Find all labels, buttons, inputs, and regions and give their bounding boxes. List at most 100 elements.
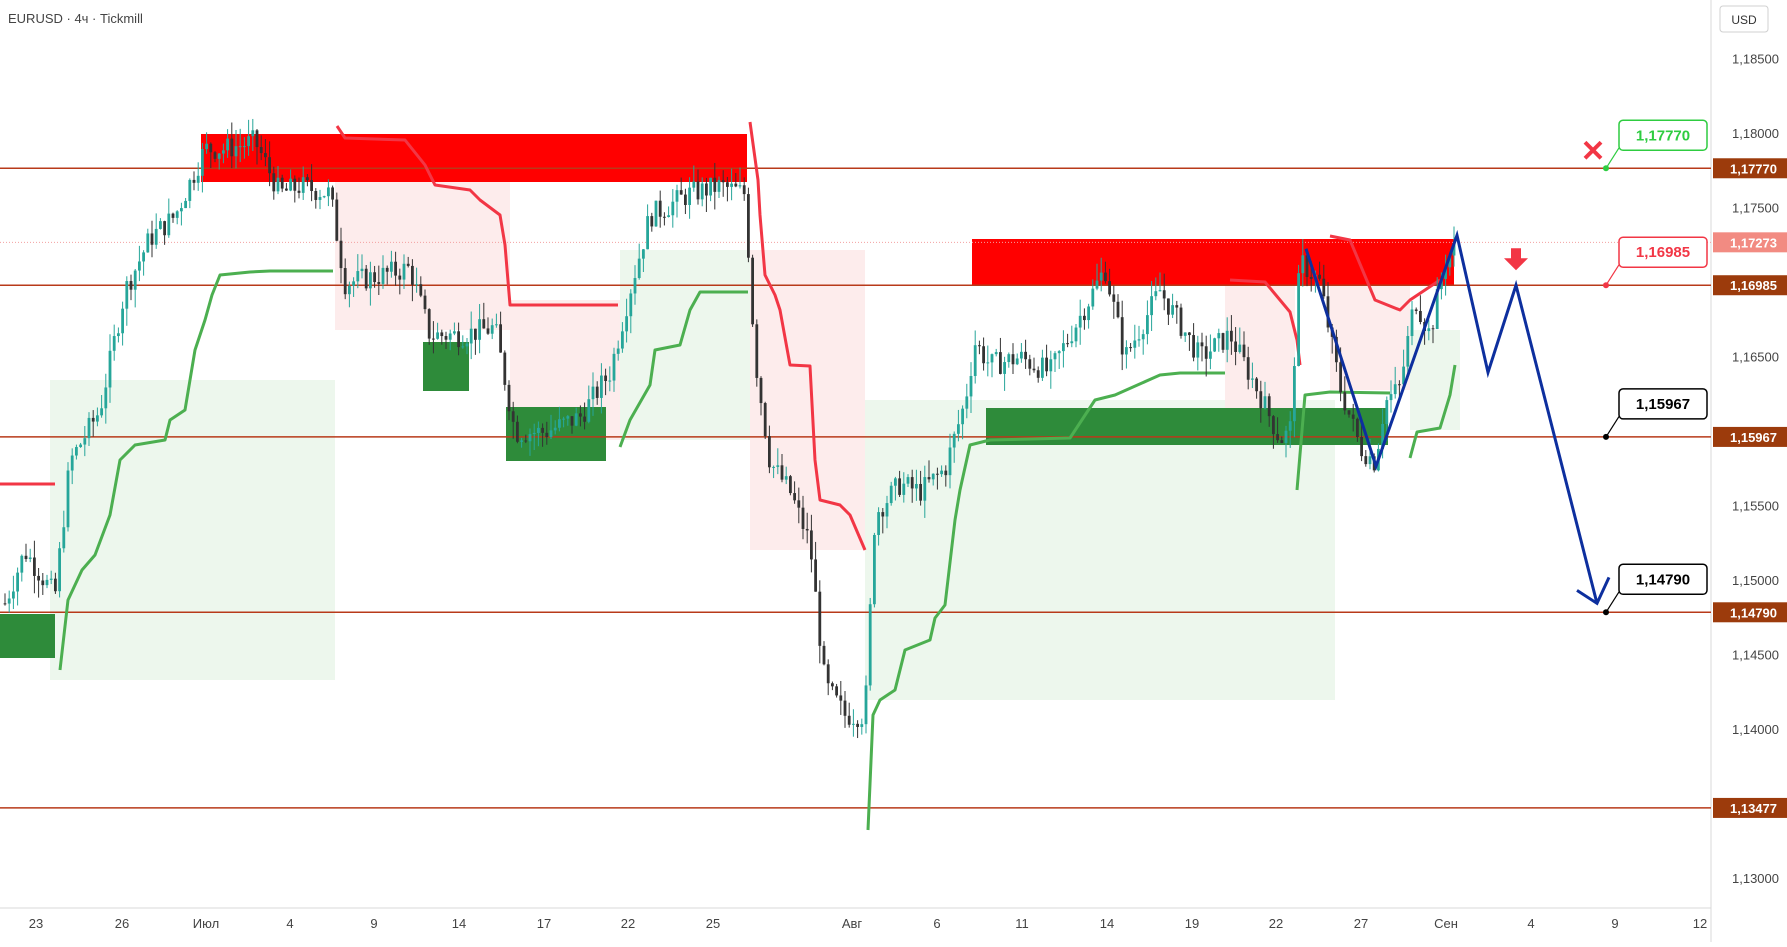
candle-body	[608, 380, 612, 382]
candle-body	[1360, 437, 1363, 457]
candle-body	[1410, 309, 1414, 337]
candle-body	[503, 352, 507, 385]
candle-body	[1255, 378, 1258, 392]
callout-pointer	[1605, 145, 1621, 169]
candle-body	[1015, 358, 1019, 365]
candle-body	[411, 265, 414, 285]
candle-body	[860, 724, 864, 727]
candle-body	[566, 416, 570, 419]
candle-body	[507, 384, 511, 412]
candle-body	[474, 328, 477, 340]
candle-body	[255, 130, 259, 148]
candle-body	[780, 465, 784, 480]
candle-body	[146, 233, 150, 253]
x-tick-label: 9	[370, 916, 377, 931]
candle-body	[1070, 341, 1074, 344]
candle-body	[553, 427, 557, 431]
candle-body	[1007, 354, 1011, 363]
candle-body	[16, 572, 19, 592]
candle-body	[952, 433, 956, 448]
candle-body	[776, 465, 780, 467]
candle-body	[41, 580, 45, 586]
current-price-tag-label: 1,17273	[1730, 235, 1777, 250]
candle-body	[1137, 339, 1141, 341]
candle-body	[994, 352, 998, 355]
candle-body	[696, 181, 700, 200]
candle-body	[545, 432, 549, 438]
candle-body	[688, 187, 691, 205]
candle-body	[1364, 456, 1368, 465]
candle-body	[1276, 434, 1279, 441]
candle-body	[276, 177, 280, 192]
candle-body	[654, 200, 658, 227]
candle-body	[192, 179, 196, 183]
candle-body	[54, 578, 57, 592]
candle-body	[222, 150, 225, 154]
down-trail	[748, 121, 867, 551]
candle-body	[570, 416, 574, 426]
candle-body	[1398, 384, 1401, 386]
price-tag-label: 1,16985	[1730, 278, 1777, 293]
y-tick-label: 1,13000	[1732, 871, 1779, 886]
candle-body	[759, 377, 763, 404]
candle-body	[293, 178, 297, 191]
candle-body	[1049, 359, 1053, 372]
price-tag-label: 1,14790	[1730, 605, 1777, 620]
candle-body	[280, 177, 284, 189]
x-tick-label: 25	[706, 916, 720, 931]
candle-body	[1150, 296, 1153, 316]
candle-body	[1406, 336, 1410, 367]
x-tick-label: 27	[1354, 916, 1368, 931]
x-tick-label: 17	[537, 916, 551, 931]
candle-body	[45, 579, 49, 586]
callout-label: 1,14790	[1636, 571, 1690, 588]
currency-box[interactable]	[1719, 5, 1769, 33]
candle-body	[1297, 273, 1300, 367]
candle-body	[1448, 255, 1452, 268]
candle-body	[1381, 423, 1384, 449]
candle-body	[1217, 333, 1221, 339]
candle-body	[742, 185, 746, 195]
candle-body	[108, 350, 112, 388]
candle-body	[465, 343, 469, 347]
up-trail	[58, 269, 333, 671]
candle-body	[327, 187, 330, 197]
callout-box	[1618, 388, 1708, 420]
candle-body	[331, 187, 334, 200]
candle-body	[1095, 280, 1099, 289]
candle-body	[360, 268, 364, 272]
candle-body	[1242, 344, 1246, 358]
candle-body	[1020, 351, 1023, 359]
y-tick-label: 1,17500	[1732, 201, 1779, 216]
candle-body	[1179, 307, 1183, 336]
candle-body	[1280, 440, 1284, 443]
candle-body	[1196, 342, 1200, 358]
up-trail	[866, 371, 1225, 831]
candle-body	[537, 427, 540, 433]
down-trail	[1329, 234, 1441, 312]
candle-body	[402, 263, 406, 280]
down-trail	[335, 125, 618, 307]
candle-body	[528, 434, 532, 442]
callout-box	[1618, 236, 1708, 268]
candle-body	[432, 338, 435, 340]
y-tick-label: 1,15000	[1732, 573, 1779, 588]
candle-body	[637, 258, 641, 279]
candle-body	[1263, 396, 1267, 409]
candle-body	[335, 199, 339, 241]
candle-body	[364, 268, 368, 289]
candle-body	[1322, 278, 1326, 297]
candle-body	[264, 153, 267, 158]
candle-body	[1011, 354, 1015, 365]
candle-body	[1427, 328, 1431, 332]
candle-body	[171, 213, 175, 218]
shade-down-3	[750, 250, 865, 550]
candle-body	[268, 157, 271, 174]
candle-body	[444, 336, 448, 340]
candle-body	[138, 261, 141, 271]
candle-body	[868, 604, 872, 686]
candle-body	[730, 183, 733, 187]
candle-body	[982, 346, 985, 364]
